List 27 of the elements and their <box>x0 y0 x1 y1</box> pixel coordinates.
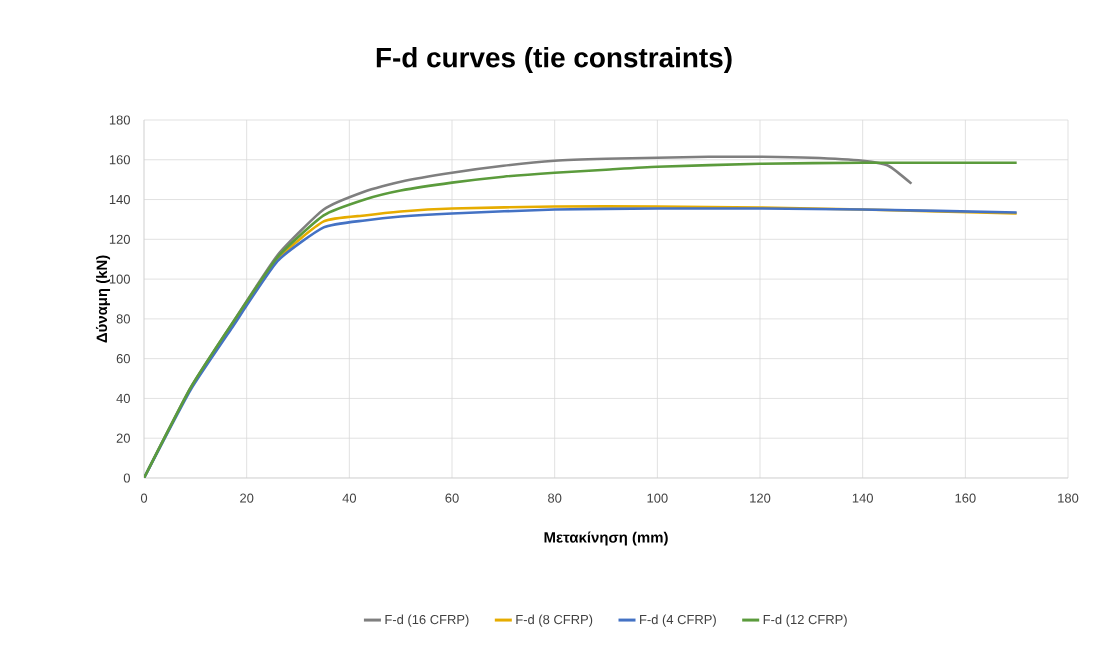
x-axis-title: Μετακίνηση (mm) <box>544 531 668 546</box>
legend-label: F-d (16 CFRP) <box>385 614 469 627</box>
legend-label: F-d (4 CFRP) <box>640 614 716 627</box>
x-tick-label: 160 <box>955 493 976 503</box>
legend-label: F-d (8 CFRP) <box>516 614 593 627</box>
x-tick-label: 40 <box>342 493 357 503</box>
x-tick-label: 180 <box>1058 493 1079 503</box>
x-tick-label: 140 <box>852 493 873 503</box>
x-tick-label: 20 <box>240 493 254 503</box>
x-tick-label: 60 <box>445 493 459 503</box>
y-tick-label: 60 <box>116 354 130 364</box>
y-tick-label: 140 <box>109 194 130 205</box>
y-axis-title: Δύναμη (kN) <box>95 255 111 343</box>
y-tick-label: 160 <box>109 155 130 165</box>
legend-label: F-d (12 CFRP) <box>763 614 847 627</box>
y-tick-label: 180 <box>109 115 130 125</box>
y-tick-label: 80 <box>116 314 130 324</box>
y-tick-label: 40 <box>116 393 130 404</box>
x-tick-label: 80 <box>548 493 562 503</box>
x-tick-label: 120 <box>750 493 771 503</box>
x-tick-label: 100 <box>647 493 668 503</box>
y-tick-label: 20 <box>116 433 130 443</box>
y-tick-label: 100 <box>109 274 130 284</box>
y-tick-label: 0 <box>123 473 130 483</box>
x-tick-label: 0 <box>140 493 148 503</box>
y-tick-label: 120 <box>109 234 130 244</box>
chart-title: F-d curves (tie constraints) <box>376 47 732 73</box>
